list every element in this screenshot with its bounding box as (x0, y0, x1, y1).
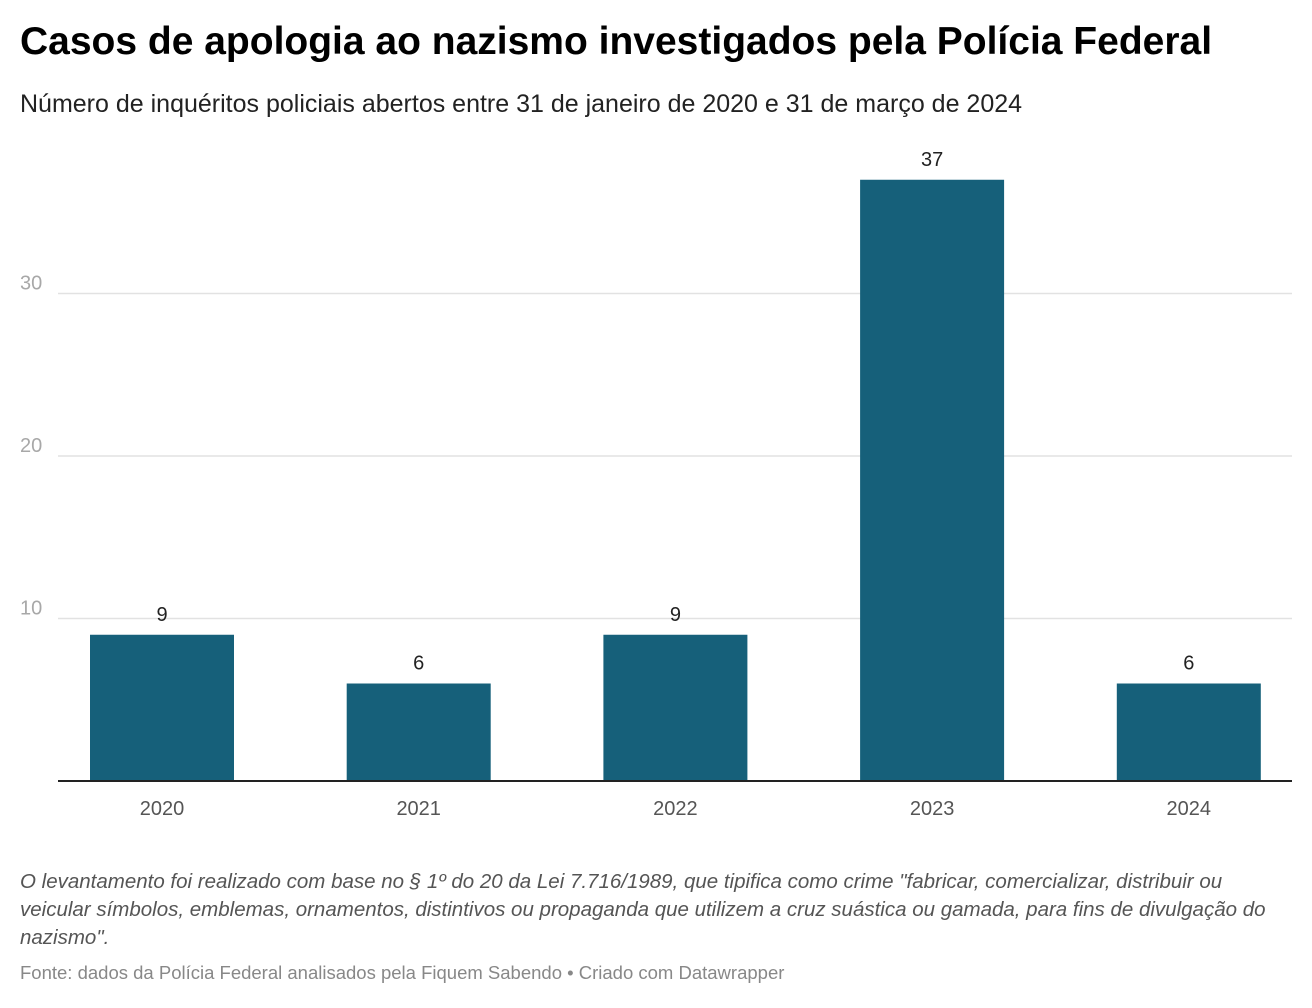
data-label-2024: 6 (1183, 653, 1194, 675)
x-tick-label-2021: 2021 (396, 798, 441, 820)
bar-2024 (1116, 683, 1261, 781)
chart-note: O levantamento foi realizado com base no… (20, 870, 1266, 949)
data-labels: 9 6 9 37 6 (156, 149, 1194, 675)
data-label-2020: 9 (156, 604, 167, 626)
bars (90, 179, 1261, 781)
data-label-2021: 6 (413, 653, 424, 675)
y-tick-label: 30 (20, 273, 42, 295)
bar-2022 (603, 634, 748, 781)
bar-2020 (90, 634, 234, 781)
bar-2021 (346, 683, 491, 781)
gridlines (58, 292, 1292, 620)
x-tick-label-2024: 2024 (1167, 798, 1212, 820)
data-label-2022: 9 (670, 604, 681, 626)
x-tick-label-2023: 2023 (910, 798, 955, 820)
x-tick-label-2020: 2020 (140, 798, 185, 820)
data-label-2023: 37 (921, 149, 943, 171)
chart-title: Casos de apologia ao nazismo investigado… (20, 20, 1213, 63)
x-tick-label-2022: 2022 (653, 798, 698, 820)
bar-chart: 9 6 9 37 6 10 20 30 2020 2021 2022 2023 2024 (20, 149, 1292, 820)
chart-source: Fonte: dados da Polícia Federal analisad… (20, 962, 785, 983)
y-tick-label: 10 (20, 598, 42, 620)
y-tick-label: 20 (20, 435, 42, 457)
bar-2023 (860, 179, 1005, 781)
axes: 10 20 30 2020 2021 2022 2023 2024 (20, 273, 1292, 820)
chart-subtitle: Número de inquéritos policiais abertos e… (20, 90, 1023, 118)
